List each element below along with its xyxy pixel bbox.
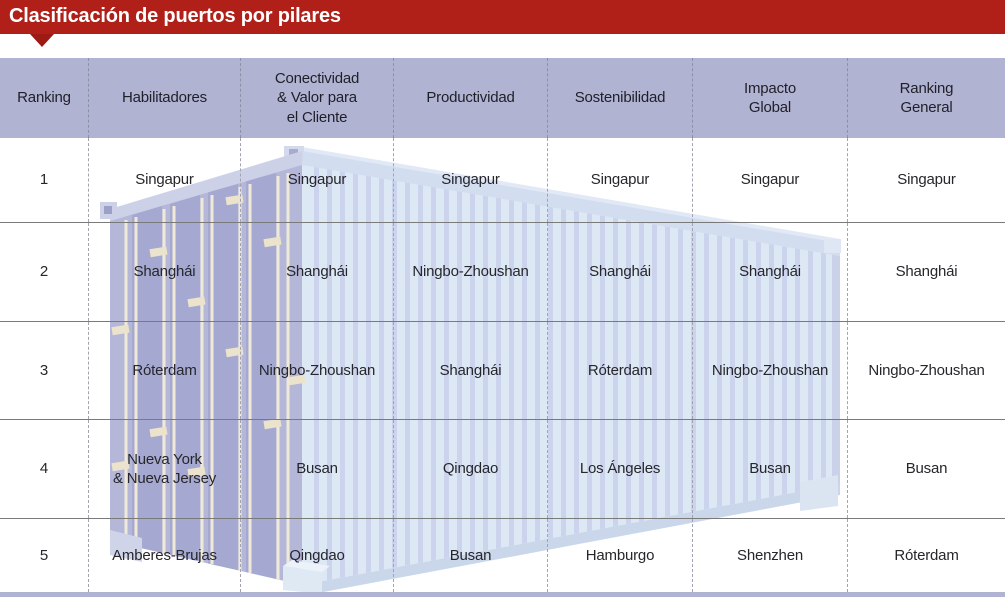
table-row: 4 Nueva York & Nueva Jersey Busan Qingda… [0, 419, 1005, 518]
column-header-sostenibilidad: Sostenibilidad [547, 58, 692, 138]
title-pointer-arrow [30, 34, 54, 47]
column-header-ranking: Ranking [17, 89, 71, 107]
port-cell: Singapur [692, 138, 847, 222]
port-cell: Singapur [240, 138, 393, 222]
column-header-impacto-global: Impacto Global [692, 58, 847, 138]
bottom-accent-strip [0, 592, 1005, 597]
column-header-productividad: Productividad [393, 58, 547, 138]
port-cell: Ningbo-Zhoushan [692, 322, 847, 419]
table-row: 3 Róterdam Ningbo-Zhoushan Shanghái Róte… [0, 321, 1005, 419]
port-cell: Busan [847, 420, 1005, 518]
port-cell: Singapur [547, 138, 692, 222]
port-cell: Singapur [847, 138, 1005, 222]
table-row: 5 Amberes-Brujas Qingdao Busan Hamburgo … [0, 518, 1005, 592]
port-cell: Singapur [393, 138, 547, 222]
port-cell: Ningbo-Zhoushan [847, 322, 1005, 419]
port-cell: Busan [240, 420, 393, 518]
port-cell: Ningbo-Zhoushan [240, 322, 393, 419]
rank-cell: 4 [39, 460, 49, 478]
rank-cell: 1 [39, 171, 49, 189]
port-cell: Shenzhen [692, 519, 847, 592]
port-cell: Ningbo-Zhoushan [393, 223, 547, 321]
column-header-habilitadores: Habilitadores [88, 58, 240, 138]
column-header-conectividad: Conectividad & Valor para el Cliente [240, 58, 393, 138]
port-cell: Qingdao [393, 420, 547, 518]
port-cell: Shanghái [240, 223, 393, 321]
port-cell: Singapur [88, 138, 240, 222]
rank-cell: 5 [39, 546, 49, 564]
table-header-row: Ranking Habilitadores Conectividad & Val… [0, 58, 1005, 138]
port-cell: Busan [393, 519, 547, 592]
page-title: Clasificación de puertos por pilares [0, 0, 1005, 34]
port-cell: Róterdam [847, 519, 1005, 592]
port-cell: Amberes-Brujas [88, 519, 240, 592]
rank-cell: 2 [39, 263, 49, 281]
port-cell: Róterdam [547, 322, 692, 419]
port-cell: Qingdao [240, 519, 393, 592]
port-cell: Shanghái [547, 223, 692, 321]
table-row: 1 Singapur Singapur Singapur Singapur Si… [0, 138, 1005, 222]
port-cell: Shanghái [393, 322, 547, 419]
port-cell: Los Ángeles [547, 420, 692, 518]
port-cell: Nueva York & Nueva Jersey [88, 420, 240, 518]
port-cell: Busan [692, 420, 847, 518]
port-cell: Shanghái [692, 223, 847, 321]
port-cell: Shanghái [88, 223, 240, 321]
ports-ranking-table: Ranking Habilitadores Conectividad & Val… [0, 58, 1005, 592]
table-row: 2 Shanghái Shanghái Ningbo-Zhoushan Shan… [0, 222, 1005, 321]
column-header-ranking-general: Ranking General [847, 58, 1005, 138]
port-cell: Róterdam [88, 322, 240, 419]
rank-cell: 3 [39, 361, 49, 379]
port-cell: Shanghái [847, 223, 1005, 321]
port-cell: Hamburgo [547, 519, 692, 592]
